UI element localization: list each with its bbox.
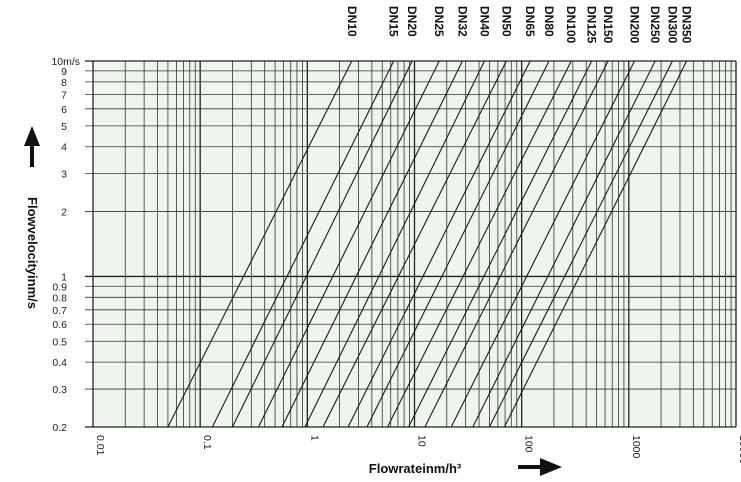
y-tick-label: 0.2	[52, 422, 67, 434]
series-line-dn150	[424, 60, 609, 428]
series-line-dn80	[366, 60, 550, 428]
grid	[85, 60, 737, 428]
series-line-dn32	[281, 60, 463, 428]
series-label-dn15: DN15	[387, 6, 401, 37]
y-tick-label: 3	[61, 169, 67, 181]
y-tick-label: 0.4	[52, 357, 67, 369]
y-tick-label: 0.8	[52, 292, 67, 304]
series-line-dn20	[231, 60, 413, 428]
series-label-dn80: DN80	[542, 6, 556, 37]
right-arrow-icon	[518, 458, 562, 476]
y-tick-label: 0.3	[52, 384, 67, 396]
x-tick-label: 10000	[737, 435, 741, 464]
series-line-dn50	[322, 60, 507, 428]
y-tick-label: 0.6	[52, 319, 67, 331]
series-line-dn65	[347, 60, 531, 428]
y-tick-label: 9	[61, 66, 67, 78]
series-line-dn15	[211, 60, 395, 428]
y-tick-label: 6	[61, 104, 67, 116]
x-tick-label: 0.1	[201, 435, 213, 450]
series-label-dn100: DN100	[564, 6, 578, 44]
x-tick-label: 1000	[630, 435, 642, 459]
series-line-dn300	[488, 60, 673, 428]
series-line-dn125	[408, 60, 593, 428]
y-tick-label: 0.9	[52, 281, 67, 293]
series-label-dn350: DN350	[680, 6, 694, 44]
y-tick-label: 0.7	[52, 305, 67, 317]
y-tick-label: 0.5	[52, 336, 67, 348]
series-label-dn250: DN250	[648, 6, 662, 44]
y-tick-label: 5	[61, 121, 67, 133]
series-lines	[167, 60, 688, 428]
series-label-dn125: DN125	[585, 6, 599, 44]
series-label-dn300: DN300	[665, 6, 679, 44]
y-tick-label: 10m/s	[51, 56, 80, 68]
series-label-dn50: DN50	[499, 6, 513, 37]
x-tick-label: 0.01	[94, 435, 106, 456]
y-tick-label: 2	[61, 207, 67, 219]
series-line-dn40	[304, 60, 485, 428]
series-labels: DN10 DN15 DN20 DN25 DN32 DN40 DN50 DN65 DN80 DN10…	[345, 6, 694, 44]
x-tick-label: 100	[523, 435, 535, 453]
y-tick-label: 4	[61, 142, 67, 154]
series-line-dn25	[257, 60, 440, 428]
series-label-dn40: DN40	[478, 6, 492, 37]
series-line-dn350	[503, 60, 688, 428]
series-label-dn10: DN10	[345, 6, 359, 37]
x-axis-title: Flowrateinm/h³	[369, 461, 462, 476]
series-line-dn200	[450, 60, 636, 428]
y-tick-label: 1	[61, 271, 67, 283]
x-tick-labels: 0.01 0.1 1 10 100 1000 10000	[94, 435, 741, 464]
series-label-dn200: DN200	[628, 6, 642, 44]
x-tick-label: 10	[416, 435, 428, 447]
series-line-dn10	[167, 60, 353, 428]
up-arrow-icon	[24, 126, 40, 167]
series-label-dn65: DN65	[523, 6, 537, 37]
series-label-dn32: DN32	[455, 6, 469, 37]
y-tick-label: 7	[61, 89, 67, 101]
series-label-dn20: DN20	[405, 6, 419, 37]
x-tick-label: 1	[308, 435, 320, 441]
series-label-dn25: DN25	[432, 6, 446, 37]
y-tick-label: 8	[61, 77, 67, 89]
series-line-dn250	[472, 60, 656, 428]
series-label-dn150: DN150	[601, 6, 615, 44]
y-axis-title: Flowvelocityinm/s	[25, 197, 40, 309]
series-line-dn100	[387, 60, 572, 428]
